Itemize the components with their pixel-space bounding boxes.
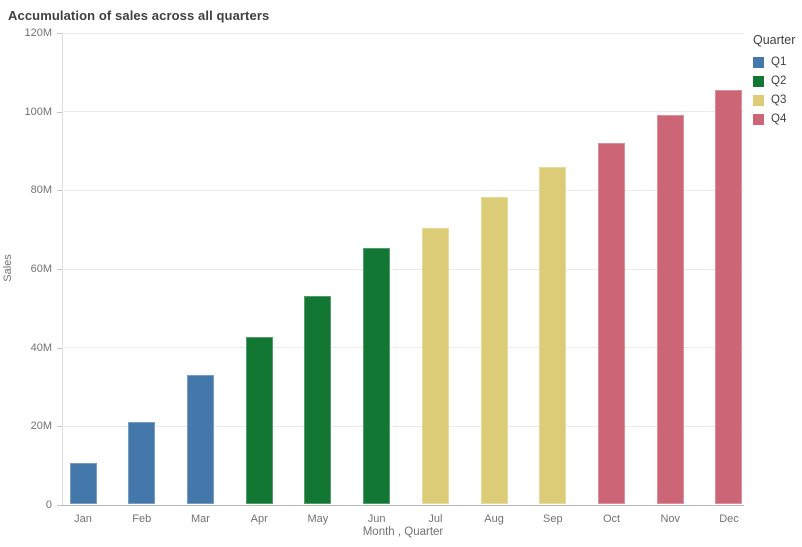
gridline [62,347,744,349]
x-axis-label-jan[interactable]: Jan [74,513,92,525]
plot-area: Jan Feb Mar Apr May Jun Jul Aug Sep Oct Nov Dec [62,32,744,525]
y-tick-label: 100M [24,105,52,118]
y-tick-label: 120M [24,27,52,39]
bar-dec[interactable] [715,89,743,504]
legend-item-q4[interactable]: Q4 [753,113,801,125]
legend-item-label: Q2 [771,75,787,87]
x-axis-label-nov[interactable]: Nov [660,513,681,525]
legend-swatch-icon [753,113,764,125]
x-axis-label-jul[interactable]: Jul [428,513,443,525]
bar-apr[interactable] [245,336,273,504]
y-axis-ticks: 0 20M 40M 60M 80M 100M 120M [0,27,62,511]
x-axis-title: Month , Quarter [362,526,444,538]
legend-swatch-icon [753,75,764,87]
legend-item-q2[interactable]: Q2 [753,75,801,87]
x-axis-label-dec[interactable]: Dec [719,513,739,525]
y-tick-mark [57,505,62,506]
y-tick-label: 60M [30,263,52,275]
bar-jul[interactable] [421,227,449,504]
x-axis-label-aug[interactable]: Aug [484,513,504,525]
y-tick-label: 40M [30,341,52,354]
legend-swatch-icon [753,94,764,106]
y-tick-label: 80M [30,184,52,197]
bar-jun[interactable] [363,248,391,504]
y-tick-mark [57,269,62,270]
bar-nov[interactable] [656,114,684,504]
y-tick-mark [57,33,62,34]
gridline [62,32,744,34]
x-axis-label-apr[interactable]: Apr [250,513,268,525]
legend: Quarter Q1 Q2 Q3 Q4 [753,33,801,132]
legend-item-label: Q4 [771,113,787,125]
legend-item-label: Q3 [771,94,787,106]
x-axis-baseline [62,505,744,506]
bar-sep[interactable] [539,166,567,504]
gridline [62,425,744,427]
y-tick-mark [57,111,62,113]
x-axis-label-mar[interactable]: Mar [190,513,210,525]
legend-items: Q1 Q2 Q3 Q4 [753,56,801,125]
bar-jan[interactable] [69,463,97,504]
y-tick-label: 20M [30,420,52,433]
y-tick-mark [57,426,62,428]
legend-swatch-icon [753,56,764,68]
x-axis-label-may[interactable]: May [307,513,329,525]
y-tick-mark [57,190,62,192]
y-tick-mark [57,347,62,349]
y-tick-label: 0 [45,499,52,511]
x-axis-label-feb[interactable]: Feb [132,513,152,525]
bar-oct[interactable] [598,142,626,504]
legend-item-label: Q1 [771,56,787,68]
gridline [62,268,744,270]
bar-mar[interactable] [186,375,214,504]
legend-title: Quarter [753,33,796,47]
bar-feb[interactable] [128,422,156,504]
x-axis-label-oct[interactable]: Oct [602,513,621,525]
gridline [62,189,744,191]
bar-may[interactable] [304,295,332,504]
legend-item-q1[interactable]: Q1 [753,56,801,68]
gridline [62,111,744,113]
bar-aug[interactable] [480,197,508,504]
chart-title: Accumulation of sales across all quarter… [8,8,270,23]
x-axis-label-sep[interactable]: Sep [543,513,563,525]
x-axis-label-jun[interactable]: Jun [367,513,386,525]
legend-item-q3[interactable]: Q3 [753,94,801,106]
